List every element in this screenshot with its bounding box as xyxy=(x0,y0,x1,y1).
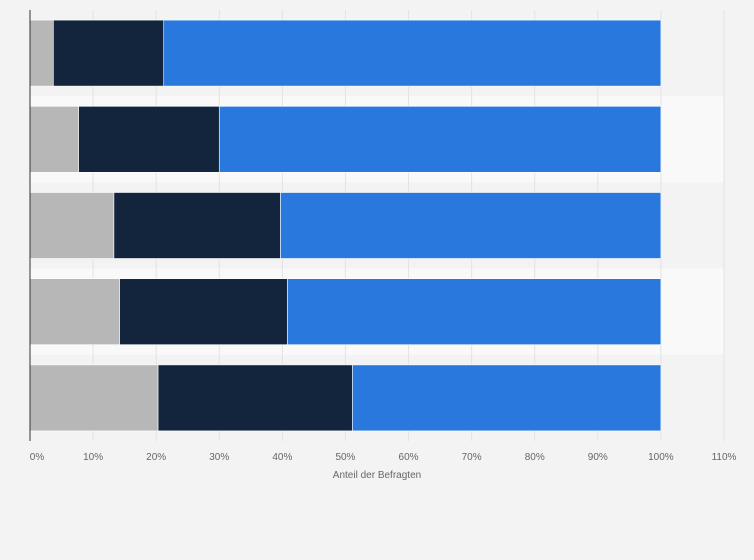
bar-segment xyxy=(29,192,115,259)
bar-segment xyxy=(287,278,662,346)
bar-segment xyxy=(119,278,288,346)
bar-segment xyxy=(218,106,662,173)
bar-segment xyxy=(29,364,159,432)
x-tick-label: 10% xyxy=(83,452,103,463)
x-tick-label: 40% xyxy=(272,452,292,463)
x-tick-label: 80% xyxy=(525,452,545,463)
x-axis-title: Anteil der Befragten xyxy=(333,470,421,481)
x-tick-label: 110% xyxy=(712,452,737,463)
bar-segment xyxy=(78,106,220,173)
bar-segment xyxy=(280,192,662,259)
x-tick-label: 30% xyxy=(209,452,229,463)
bar-segment xyxy=(53,19,165,87)
x-tick-label: 20% xyxy=(146,452,166,463)
x-tick-label: 70% xyxy=(462,452,482,463)
x-tick-label: 90% xyxy=(588,452,608,463)
bar-segment xyxy=(113,192,281,259)
bar-segment xyxy=(352,364,662,432)
x-tick-label: 60% xyxy=(399,452,419,463)
x-tick-label: 100% xyxy=(648,452,674,463)
bar-segment xyxy=(29,19,54,87)
bar-segment xyxy=(163,19,662,87)
bar-segment xyxy=(29,278,120,346)
x-tick-label: 50% xyxy=(335,452,355,463)
bar-segment xyxy=(157,364,353,432)
bar-segments xyxy=(29,19,662,432)
x-tick-labels: 0% 10% 20% 30% 40% 50% 60% 70% 80% 90% 100% 110% xyxy=(30,452,737,463)
bar-segment xyxy=(29,106,79,173)
x-tick-label: 0% xyxy=(30,452,45,463)
